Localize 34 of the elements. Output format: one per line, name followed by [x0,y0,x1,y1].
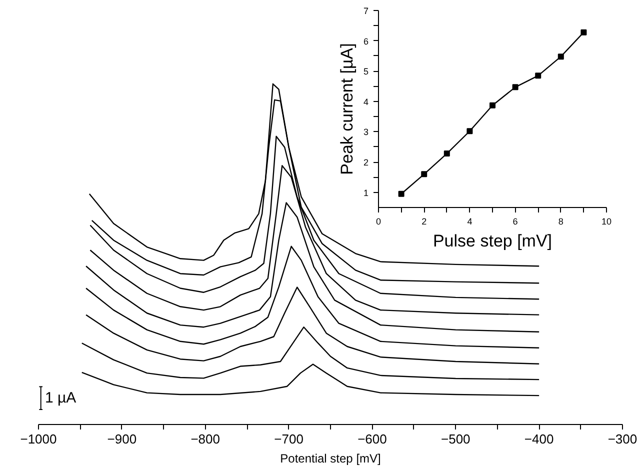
y-tick-label: 4 [363,96,369,107]
x-tick-label: −800 [190,432,220,446]
point [512,84,518,90]
x-tick-label: 8 [558,216,564,226]
point [580,29,587,36]
x-tick-label: 0 [376,216,382,226]
x-tick-label: 4 [467,216,472,226]
x-tick-label: −600 [358,432,387,446]
y-tick-label: 1 [363,188,369,198]
y-tick-label: 3 [363,127,369,138]
y-axis-title: Peak current [µA] [337,43,356,175]
x-tick-label: −900 [107,432,137,446]
point [444,150,450,157]
point [466,128,473,134]
annotation: 1 µA [45,390,76,407]
x-tick-label: −400 [524,432,554,446]
y-tick-label: 2 [363,158,369,168]
x-tick-label: −700 [274,432,304,446]
x-axis-title: Pulse step [mV] [432,232,552,250]
point [398,190,404,197]
y-tick-label: 5 [363,66,369,77]
x-tick-label: 6 [512,216,518,226]
x-axis-title: Potential step [mV] [280,452,381,466]
point [558,54,564,60]
x-tick-label: 2 [422,216,427,226]
x-tick-label: 10 [601,216,612,226]
x-tick-label: −300 [608,432,638,446]
point [490,102,496,108]
x-tick-label: −1000 [20,432,57,446]
y-tick-label: 7 [363,6,369,16]
x-tick-label: −500 [441,432,470,446]
point [421,171,428,178]
point [535,72,542,79]
y-tick-label: 6 [363,36,369,46]
